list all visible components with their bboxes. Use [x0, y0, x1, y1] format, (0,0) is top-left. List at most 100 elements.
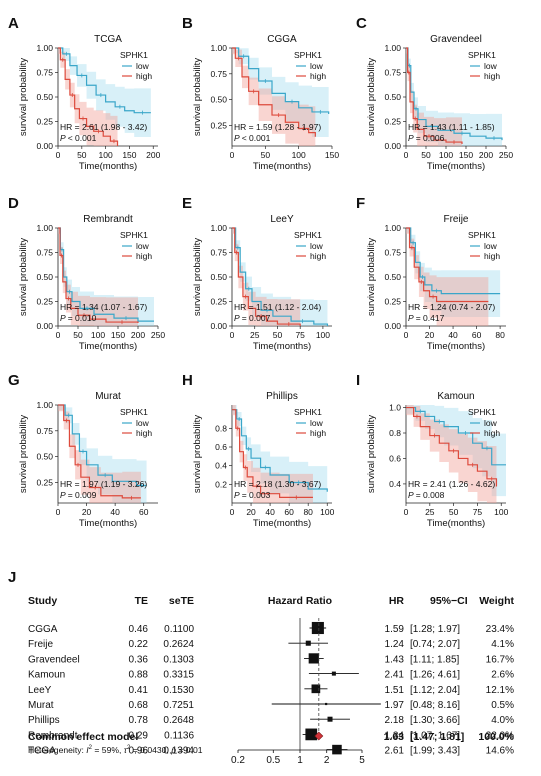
p-annotation: P = 0.010 — [60, 313, 97, 323]
forest-x-tick-label: 0.5 — [266, 755, 280, 766]
y-tick-label: 0.6 — [389, 453, 401, 463]
p-annotation: P = 0.006 — [408, 133, 445, 143]
weight-value: 4.1% — [491, 639, 514, 650]
x-tick-label: 250 — [151, 330, 165, 340]
y-tick-label: 1.00 — [210, 223, 227, 233]
ci-band-low — [232, 405, 328, 503]
x-tick-label: 50 — [449, 507, 459, 517]
panel-title: TCGA — [94, 34, 122, 45]
legend-label-low: low — [136, 241, 150, 251]
y-tick-label: 0.25 — [384, 297, 401, 307]
legend-label-high: high — [484, 71, 500, 81]
panel-letter: J — [8, 569, 16, 586]
summary-label: Common effect model — [28, 731, 138, 743]
study-name: Kamoun — [28, 670, 65, 681]
x-tick-label: 75 — [295, 330, 305, 340]
x-tick-label: 75 — [473, 507, 483, 517]
km-curve-low — [406, 47, 503, 141]
y-tick-label: 0.25 — [36, 297, 53, 307]
study-name: Phillips — [28, 715, 60, 726]
km-panel-leey: E LeeY 0.00 0.25 0.50 0.75 1.00 0 25 50 75 100 Time(… — [182, 195, 332, 352]
hr-annotation: HR = 2.41 (1.26 - 4.62) — [408, 479, 495, 489]
hr-marker — [305, 640, 311, 646]
y-tick-label: 0.75 — [210, 248, 227, 258]
summary-hr: 1.63 — [384, 731, 405, 743]
x-axis-label: Time(months) — [427, 161, 485, 172]
legend-label-low: low — [484, 61, 498, 71]
forest-row-gravendeel: Gravendeel 0.36 0.1303 1.43 [1.11; 1.85] 16.7… — [28, 653, 514, 665]
te-value: 0.46 — [129, 624, 149, 635]
legend-label-low: low — [310, 418, 324, 428]
y-tick-label: 0.00 — [384, 321, 401, 331]
legend-title: SPHK1 — [294, 230, 322, 240]
km-panel-phillips: H Phillips 0.2 0.4 0.6 0.8 0 20 40 60 80 100 Time(mo… — [182, 372, 335, 529]
y-tick-label: 0.50 — [384, 272, 401, 282]
y-axis-label: survival probability — [192, 58, 203, 136]
y-tick-label: 0.2 — [215, 479, 227, 489]
y-tick-label: 0.00 — [36, 141, 53, 151]
x-tick-label: 0 — [404, 507, 409, 517]
p-annotation: P < 0.001 — [234, 133, 271, 143]
hr-marker — [331, 671, 336, 676]
ci-value: [1.99; 3.43] — [410, 746, 460, 757]
p-annotation: P = 0.007 — [234, 313, 271, 323]
x-tick-label: 60 — [472, 330, 482, 340]
ci-band-low — [406, 48, 502, 146]
legend-label-low: low — [310, 241, 324, 251]
hr-value: 1.34 — [385, 730, 405, 741]
legend-title: SPHK1 — [294, 407, 322, 417]
p-annotation: P < 0.001 — [60, 133, 97, 143]
study-name: Murat — [28, 700, 54, 711]
ci-band-high — [406, 405, 497, 503]
legend-title: SPHK1 — [468, 230, 496, 240]
legend-title: SPHK1 — [468, 407, 496, 417]
km-curve-high — [58, 227, 139, 324]
ci-value: [0.74; 2.07] — [410, 639, 460, 650]
panel-title: LeeY — [270, 214, 294, 225]
y-axis-label: survival probability — [18, 415, 29, 493]
hr-annotation: HR = 1.43 (1.11 - 1.85) — [408, 122, 495, 132]
legend-title: SPHK1 — [468, 50, 496, 60]
km-curve-low — [406, 406, 506, 466]
ci-value: [1.30; 3.66] — [410, 715, 460, 726]
legend-label-high: high — [310, 71, 326, 81]
te-value: 0.36 — [129, 654, 149, 665]
header-weight: Weight — [479, 595, 514, 607]
hr-value: 1.43 — [385, 654, 405, 665]
ci-band-high — [58, 405, 141, 503]
x-tick-label: 150 — [122, 150, 136, 160]
y-tick-label: 0.8 — [389, 428, 401, 438]
x-tick-label: 50 — [273, 330, 283, 340]
sete-value: 0.1394 — [163, 746, 194, 757]
te-value: 0.78 — [129, 715, 149, 726]
km-curve-high — [232, 227, 301, 326]
hr-marker — [305, 728, 318, 741]
x-axis-label: Time(months) — [253, 518, 311, 529]
forest-row-leey: LeeY 0.41 0.1530 1.51 [1.12; 2.04] 12.1% — [28, 684, 514, 696]
hr-annotation: HR = 1.97 (1.19 - 3.26) — [60, 479, 147, 489]
legend-title: SPHK1 — [294, 50, 322, 60]
study-name: Gravendeel — [28, 654, 80, 665]
weight-value: 4.0% — [491, 715, 514, 726]
summary-diamond — [314, 731, 324, 741]
legend-label-low: low — [484, 418, 498, 428]
ci-value: [1.11; 1.85] — [410, 654, 460, 665]
ci-band-high — [58, 48, 118, 146]
km-curve-low — [232, 47, 330, 115]
x-tick-label: 20 — [425, 330, 435, 340]
x-tick-label: 80 — [303, 507, 313, 517]
hr-annotation: HR = 2.18 (1.30 - 3.67) — [234, 479, 321, 489]
p-annotation: P = 0.003 — [234, 490, 271, 500]
sete-value: 0.1100 — [164, 624, 194, 635]
y-tick-label: 0.25 — [210, 297, 227, 307]
y-tick-label: 0.75 — [210, 69, 227, 79]
x-tick-label: 80 — [495, 330, 505, 340]
panel-letter: B — [182, 15, 193, 32]
x-tick-label: 0 — [230, 507, 235, 517]
hr-marker — [327, 716, 333, 722]
hr-value: 2.61 — [385, 746, 405, 757]
x-axis-label: Time(months) — [79, 518, 137, 529]
study-name: Freije — [28, 639, 53, 650]
p-annotation: P = 0.008 — [408, 490, 445, 500]
